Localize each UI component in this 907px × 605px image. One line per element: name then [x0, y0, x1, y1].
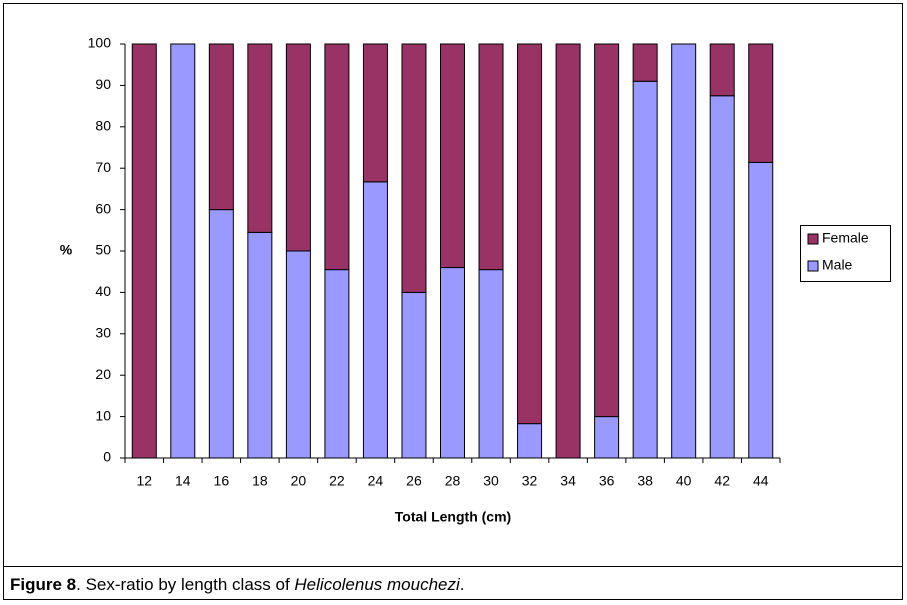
x-tick-label: 40	[676, 473, 692, 489]
bar-segment	[170, 43, 196, 459]
bar-segment	[594, 416, 620, 459]
y-axis-label: %	[60, 242, 73, 258]
x-tick-label: 32	[522, 473, 538, 489]
bar-segment	[671, 43, 697, 459]
legend-swatch	[807, 260, 819, 272]
y-tick-label: 40	[95, 283, 111, 299]
bar-segment	[324, 269, 350, 459]
bar-segment	[247, 43, 273, 233]
bar-segment	[324, 43, 350, 271]
y-tick-label: 0	[103, 449, 111, 465]
legend-label: Female	[822, 230, 869, 246]
bar-segment	[478, 43, 504, 271]
legend-swatch	[807, 233, 819, 245]
x-tick-label: 44	[753, 473, 769, 489]
x-tick-label: 34	[560, 473, 576, 489]
bar-segment	[478, 269, 504, 459]
y-tick-label: 20	[95, 366, 111, 382]
bar-segment	[594, 43, 620, 418]
caption-end: .	[459, 575, 465, 594]
bar-segment	[632, 80, 658, 459]
bar-segment	[517, 43, 543, 425]
caption-label: Figure 8	[10, 575, 77, 594]
bar-segment	[285, 250, 311, 459]
x-tick-label: 22	[329, 473, 345, 489]
caption-species: Helicolenus mouchezi	[294, 575, 460, 594]
bar-segment	[208, 209, 234, 459]
bar-segment	[247, 231, 273, 459]
x-tick-label: 24	[368, 473, 384, 489]
y-tick-label: 90	[95, 76, 111, 92]
legend-label: Male	[822, 257, 853, 273]
bar-segment	[440, 267, 465, 459]
bar-segment	[285, 43, 311, 252]
x-tick-label: 12	[136, 473, 152, 489]
y-tick-label: 80	[95, 118, 111, 134]
bar-segment	[632, 43, 658, 82]
bar-segment	[709, 43, 735, 97]
bar-segment	[401, 43, 427, 293]
y-tick-label: 100	[88, 35, 112, 51]
x-axis-label: Total Length (cm)	[395, 509, 511, 525]
y-tick-label: 10	[95, 407, 111, 423]
y-tick-label: 70	[95, 159, 111, 175]
bar-segment	[709, 95, 735, 459]
figure-border	[3, 3, 903, 600]
x-tick-label: 26	[406, 473, 422, 489]
caption: Figure 8. Sex-ratio by length class of H…	[10, 570, 465, 600]
x-tick-label: 16	[214, 473, 230, 489]
bar-segment	[362, 43, 388, 183]
y-tick-label: 50	[95, 242, 111, 258]
y-tick-label: 30	[95, 325, 111, 341]
bar-segment	[131, 43, 157, 459]
bar-segment	[555, 43, 581, 459]
bar-segment	[517, 423, 543, 459]
bar-segment	[362, 181, 388, 459]
x-tick-label: 36	[599, 473, 615, 489]
x-tick-label: 20	[291, 473, 307, 489]
x-tick-label: 18	[252, 473, 268, 489]
caption-text: . Sex-ratio by length class of	[76, 575, 295, 594]
x-tick-label: 28	[445, 473, 461, 489]
bar-segment	[748, 43, 774, 163]
y-tick-label: 60	[95, 200, 111, 216]
bar-segment	[208, 43, 234, 211]
x-tick-label: 14	[175, 473, 191, 489]
x-tick-label: 42	[714, 473, 730, 489]
bar-segment	[440, 43, 465, 269]
bar-segment	[401, 291, 427, 459]
x-tick-label: 30	[483, 473, 499, 489]
x-tick-label: 38	[637, 473, 653, 489]
bar-segment	[748, 161, 774, 459]
